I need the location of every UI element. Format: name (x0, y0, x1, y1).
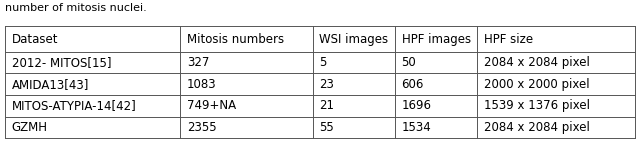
Text: AMIDA13[43]: AMIDA13[43] (12, 78, 89, 91)
Text: 2355: 2355 (187, 121, 216, 134)
Text: 2084 x 2084 pixel: 2084 x 2084 pixel (484, 56, 589, 69)
Text: GZMH: GZMH (12, 121, 47, 134)
Text: 1539 x 1376 pixel: 1539 x 1376 pixel (484, 99, 590, 112)
Text: 1534: 1534 (401, 121, 431, 134)
Text: 606: 606 (401, 78, 424, 91)
Text: 749+NA: 749+NA (187, 99, 236, 112)
Text: 23: 23 (319, 78, 334, 91)
Text: number of mitosis nuclei.: number of mitosis nuclei. (5, 3, 147, 13)
Text: 2084 x 2084 pixel: 2084 x 2084 pixel (484, 121, 589, 134)
Text: 1083: 1083 (187, 78, 216, 91)
Text: 5: 5 (319, 56, 326, 69)
Text: 2012- MITOS[15]: 2012- MITOS[15] (12, 56, 111, 69)
Text: 21: 21 (319, 99, 334, 112)
Text: HPF size: HPF size (484, 33, 533, 46)
Text: Mitosis numbers: Mitosis numbers (187, 33, 284, 46)
Text: 327: 327 (187, 56, 209, 69)
Text: 1696: 1696 (401, 99, 431, 112)
Text: 55: 55 (319, 121, 334, 134)
Text: Dataset: Dataset (12, 33, 58, 46)
Text: 2000 x 2000 pixel: 2000 x 2000 pixel (484, 78, 589, 91)
Text: MITOS-ATYPIA-14[42]: MITOS-ATYPIA-14[42] (12, 99, 136, 112)
Text: 50: 50 (401, 56, 416, 69)
Text: WSI images: WSI images (319, 33, 388, 46)
Text: HPF images: HPF images (401, 33, 470, 46)
